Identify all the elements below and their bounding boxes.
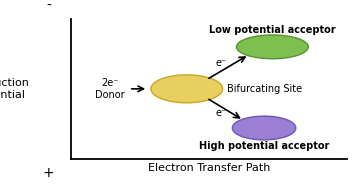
Text: e⁻: e⁻ [216, 58, 227, 68]
Text: Reduction
Potential: Reduction Potential [0, 78, 30, 100]
Text: High potential acceptor: High potential acceptor [199, 141, 329, 151]
Ellipse shape [151, 75, 223, 103]
Ellipse shape [236, 35, 308, 59]
X-axis label: Electron Transfer Path: Electron Transfer Path [148, 163, 270, 173]
Text: -: - [46, 0, 51, 13]
Text: +: + [43, 166, 55, 180]
Text: Low potential acceptor: Low potential acceptor [209, 25, 336, 35]
Text: e⁻: e⁻ [216, 108, 227, 118]
Text: Bifurcating Site: Bifurcating Site [227, 84, 302, 94]
Text: 2e⁻
Donor: 2e⁻ Donor [95, 78, 124, 100]
Ellipse shape [232, 116, 296, 140]
